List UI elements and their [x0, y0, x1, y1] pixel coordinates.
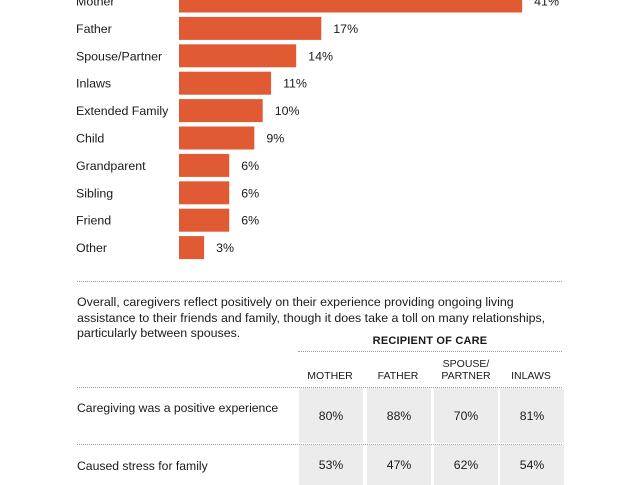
- table-cell: 53%: [299, 445, 363, 485]
- bar-value-label: 17%: [333, 22, 358, 36]
- bar: [179, 0, 523, 13]
- bar: [179, 44, 297, 68]
- column-header-father: FATHER: [377, 370, 419, 382]
- bar-value-label: 10%: [275, 104, 300, 118]
- table-cell: 88%: [367, 388, 431, 443]
- bar-value-label: 6%: [241, 214, 259, 228]
- bar: [179, 208, 230, 232]
- table-row-rule: [77, 387, 562, 388]
- bar-category-label: Child: [76, 132, 104, 146]
- bar-category-label: Inlaws: [76, 77, 111, 91]
- bar: [179, 236, 205, 260]
- bar-value-label: 6%: [241, 159, 259, 173]
- table-cell: 70%: [434, 388, 498, 443]
- bar-value-label: 9%: [266, 132, 284, 146]
- bar-category-label: Grandparent: [76, 159, 146, 173]
- bar-value-label: 41%: [534, 0, 559, 9]
- bar-category-label: Spouse/Partner: [76, 49, 162, 63]
- bar-value-label: 6%: [241, 186, 259, 200]
- table-group-header: RECIPIENT OF CARE: [372, 335, 488, 347]
- caregiver-relationship-bar-chart: Mother 41% Father 17% Spouse/Partner 14% Inlaw…: [76, 0, 559, 260]
- table-cell: 47%: [367, 445, 431, 485]
- bar-value-label: 14%: [308, 49, 333, 63]
- table-cell: 62%: [434, 445, 498, 485]
- column-header-inlaws: INLAWS: [511, 370, 551, 382]
- bar-category-label: Mother: [76, 0, 115, 9]
- column-header-mother: MOTHER: [307, 370, 353, 382]
- bar: [179, 181, 230, 205]
- bar-category-label: Extended Family: [76, 104, 169, 118]
- bar-category-label: Friend: [76, 214, 111, 228]
- bar-chart-svg: Mother 41% Father 17% Spouse/Partner 14% Inlaw…: [76, 0, 559, 260]
- table-row-rule: [77, 444, 562, 445]
- bar: [179, 71, 272, 95]
- bar-category-label: Father: [76, 22, 112, 36]
- bar: [179, 16, 322, 40]
- bar: [179, 126, 255, 150]
- intro-paragraph: Overall, caregivers reflect positively o…: [77, 295, 546, 340]
- bar-value-label: 3%: [216, 241, 234, 255]
- bar-category-label: Sibling: [76, 186, 113, 200]
- bar-value-label: 11%: [283, 77, 307, 91]
- table-row-label: Caused stress for family: [77, 459, 208, 473]
- bar: [179, 99, 263, 123]
- table-header-rule: [298, 351, 562, 352]
- table-cell: 81%: [500, 388, 564, 443]
- bar: [179, 153, 230, 177]
- bar-category-label: Other: [76, 241, 107, 255]
- section-divider: [77, 281, 562, 282]
- table-row-label: Caregiving was a positive experience: [77, 401, 279, 415]
- table-cell: 80%: [299, 388, 363, 443]
- table-cell: 54%: [500, 445, 564, 485]
- column-header-spouse-partner: SPOUSE/ PARTNER: [441, 358, 491, 382]
